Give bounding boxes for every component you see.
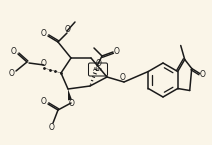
Text: O: O (120, 74, 126, 83)
Text: O: O (11, 47, 17, 56)
Text: O: O (96, 59, 102, 68)
Text: O: O (49, 124, 55, 133)
Text: O: O (41, 97, 47, 106)
Text: Abs: Abs (93, 67, 103, 72)
Text: O: O (114, 47, 120, 56)
Text: O: O (69, 99, 75, 108)
Text: O: O (200, 70, 206, 79)
Polygon shape (68, 89, 72, 100)
Text: O: O (9, 69, 15, 78)
Text: O: O (41, 29, 47, 39)
Text: O: O (41, 58, 47, 68)
FancyBboxPatch shape (88, 63, 107, 76)
Text: O: O (65, 26, 71, 35)
